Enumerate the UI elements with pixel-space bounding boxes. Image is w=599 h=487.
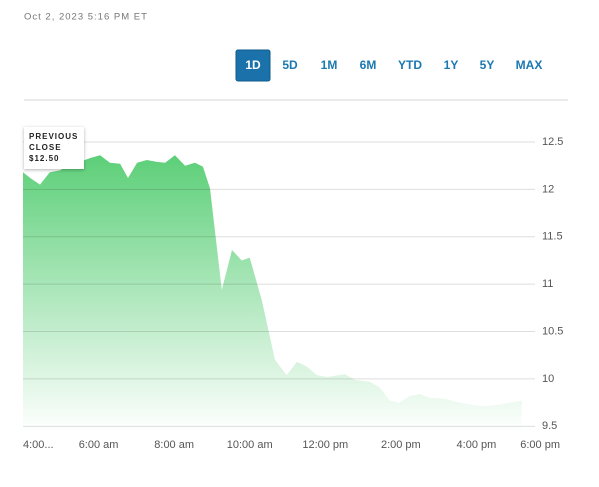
range-button[interactable]: 1M [321, 58, 338, 72]
callout-text: PREVIOUS [29, 132, 78, 141]
range-button[interactable]: 1Y [444, 58, 459, 72]
range-button-label: 6M [360, 58, 377, 72]
x-tick-label: 6:00 pm [520, 439, 560, 451]
range-button-label: 5Y [480, 58, 495, 72]
x-tick-label: 10:00 am [227, 439, 273, 451]
range-button-label: 1M [321, 58, 338, 72]
x-tick-label: 8:00 am [154, 439, 194, 451]
range-button[interactable]: 6M [360, 58, 377, 72]
range-button[interactable]: 5D [282, 58, 298, 72]
x-tick-label: 2:00 pm [381, 439, 421, 451]
range-button[interactable]: MAX [516, 58, 543, 72]
y-tick-label: 12 [542, 183, 554, 195]
range-button[interactable]: YTD [398, 58, 422, 72]
callout-text: CLOSE [29, 143, 62, 152]
range-button-label: YTD [398, 58, 422, 72]
range-button[interactable]: 1D [235, 49, 271, 82]
y-tick-label: 10.5 [542, 325, 563, 337]
callout-box [24, 127, 84, 169]
y-tick-label: 12.5 [542, 136, 563, 148]
range-button-label: 1D [245, 58, 261, 72]
y-tick-label: 11 [542, 278, 553, 290]
callout-text: $12.50 [29, 154, 59, 163]
x-tick-label: 12:00 pm [302, 439, 348, 451]
y-tick-label: 11.5 [542, 231, 563, 243]
y-tick-label: 10 [542, 373, 554, 385]
x-tick-label: 4:00... [23, 439, 54, 451]
timestamp: Oct 2, 2023 5:16 PM ET [24, 12, 148, 23]
range-button[interactable]: 5Y [480, 58, 495, 72]
range-button-label: 5D [282, 58, 298, 72]
range-button-label: 1Y [444, 58, 459, 72]
y-tick-label: 9.5 [542, 420, 557, 432]
callout: PREVIOUS CLOSE $12.50 [24, 127, 84, 169]
x-tick-label: 4:00 pm [457, 439, 497, 451]
range-button-bg [235, 49, 271, 82]
x-tick-label: 6:00 am [79, 439, 119, 451]
range-button-label: MAX [516, 58, 543, 72]
area [23, 155, 522, 433]
